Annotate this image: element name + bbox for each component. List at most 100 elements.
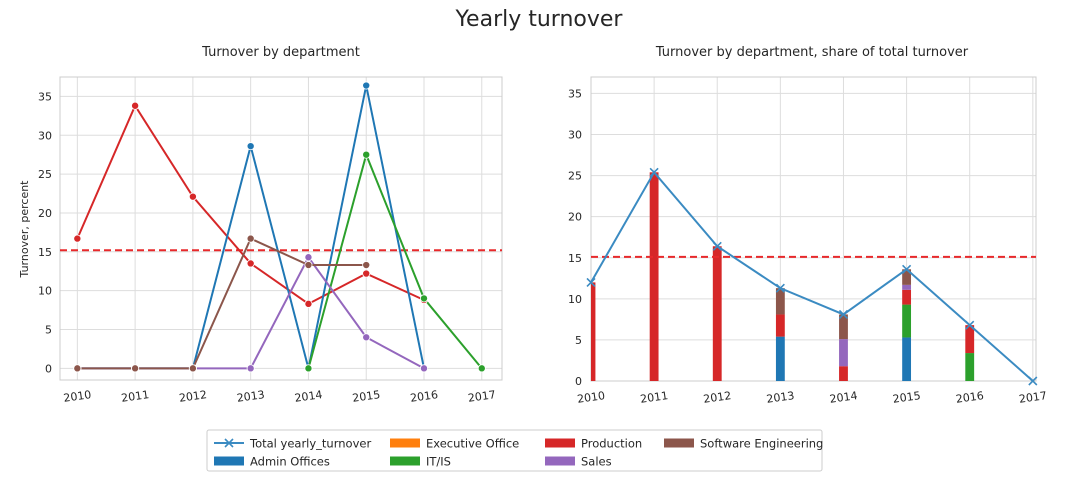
right-total-marker <box>902 264 912 274</box>
legend-label: Admin Offices <box>250 455 330 469</box>
legend-color-swatch <box>545 438 575 448</box>
left-x-tick-label: 2017 <box>467 388 497 405</box>
right-bar-segment <box>775 314 785 337</box>
left-y-tick-label: 35 <box>38 90 52 103</box>
right-x-tick-label: 2016 <box>955 389 985 406</box>
left-series-line <box>307 151 483 369</box>
left-data-point <box>131 364 140 373</box>
left-data-point <box>362 333 371 342</box>
right-total-marker <box>775 283 785 293</box>
legend-marker <box>224 438 234 448</box>
right-total-marker <box>965 320 975 330</box>
left-data-point <box>73 234 82 243</box>
right-chart-title: Turnover by department, share of total t… <box>655 45 969 60</box>
left-y-tick-label: 5 <box>45 324 52 337</box>
left-y-tick-label: 0 <box>45 362 52 375</box>
legend-color-swatch <box>664 438 694 448</box>
left-data-point <box>362 81 371 90</box>
right-x-tick-label: 2011 <box>639 389 669 406</box>
right-bar-segment <box>839 314 848 340</box>
legend-label: Total yearly_turnover <box>249 437 371 451</box>
right-total-marker <box>586 277 596 287</box>
left-data-point <box>362 261 371 270</box>
right-plot-area <box>591 77 1036 381</box>
right-bar-segment <box>649 172 659 381</box>
legend-label: IT/IS <box>426 455 451 469</box>
right-total-marker <box>649 167 659 177</box>
right-y-tick-label: 5 <box>575 334 582 347</box>
right-bar-segment <box>712 246 722 381</box>
left-x-tick-label: 2016 <box>409 388 439 405</box>
right-total-marker <box>712 241 722 251</box>
right-y-tick-label: 25 <box>568 170 582 183</box>
left-y-axis-label: Turnover, percent <box>18 180 31 279</box>
right-bar-segment <box>839 339 848 367</box>
left-x-tick-label: 2013 <box>236 388 266 405</box>
left-plot-area <box>60 77 502 380</box>
left-y-tick-label: 30 <box>38 129 52 142</box>
legend: Total yearly_turnover Admin Offices Execut… <box>214 437 823 469</box>
left-x-tick-label: 2015 <box>352 388 382 405</box>
right-bar-segment <box>902 337 912 381</box>
right-frame <box>590 76 1037 382</box>
right-bar-segment <box>902 289 912 305</box>
right-bar-segment <box>902 284 912 290</box>
right-chart: 2010 2011 2012 2013 2014 2015 2016 2017 0 5 10 15 20… <box>568 76 1048 406</box>
right-bar-segment <box>591 282 596 381</box>
left-data-point <box>246 364 255 373</box>
left-y-tick-label: 10 <box>38 285 52 298</box>
right-x-tick-label: 2012 <box>703 389 733 406</box>
right-total-marker <box>838 309 849 320</box>
left-data-point <box>304 261 313 270</box>
right-x-tick-label: 2017 <box>1018 389 1048 406</box>
left-data-point <box>188 192 197 201</box>
right-y-tick-label: 35 <box>568 87 582 100</box>
right-total-line <box>590 170 1034 382</box>
legend-color-swatch <box>545 456 575 466</box>
right-total-marker <box>1028 376 1038 386</box>
left-x-tick-label: 2012 <box>178 388 208 405</box>
right-y-tick-label: 15 <box>568 252 582 265</box>
right-bar-segment <box>965 353 975 381</box>
right-y-tick-label: 20 <box>568 211 582 224</box>
right-bar-segment <box>902 269 912 285</box>
figure-title: Yearly turnover <box>455 7 624 32</box>
left-data-point <box>419 294 428 303</box>
left-data-point <box>304 364 313 373</box>
left-y-tick-label: 15 <box>38 246 52 259</box>
left-data-point <box>131 101 140 110</box>
legend-color-swatch <box>214 456 244 466</box>
right-bar-segment <box>965 325 975 354</box>
right-x-tick-label: 2010 <box>576 389 606 406</box>
left-chart-title: Turnover by department <box>201 45 360 60</box>
left-x-tick-label: 2010 <box>63 388 93 405</box>
legend-label: Software Engineering <box>700 437 823 451</box>
right-bar-segment <box>902 304 912 338</box>
right-y-tick-label: 10 <box>568 293 582 306</box>
legend-color-swatch <box>390 456 420 466</box>
right-bar-segment <box>775 288 785 315</box>
left-x-tick-label: 2011 <box>120 388 150 405</box>
left-data-point <box>246 234 255 243</box>
left-y-tick-label: 25 <box>38 168 52 181</box>
left-data-point <box>246 259 255 268</box>
left-frame <box>59 76 503 381</box>
legend-label: Executive Office <box>426 437 519 451</box>
right-bar-segment <box>775 336 785 381</box>
left-chart: 2010 2011 2012 2013 2014 2015 2016 2017 0 5 10 15 20… <box>38 76 503 405</box>
left-x-tick-label: 2014 <box>294 388 324 405</box>
left-data-point <box>246 142 255 151</box>
left-data-point <box>477 364 486 373</box>
left-data-point <box>362 150 371 159</box>
left-data-point <box>362 269 371 278</box>
right-y-tick-label: 0 <box>575 375 582 388</box>
left-series-line <box>77 237 367 370</box>
legend-label: Sales <box>581 455 612 469</box>
left-data-point <box>188 364 197 373</box>
right-x-tick-label: 2013 <box>766 389 796 406</box>
left-data-point <box>73 364 82 373</box>
left-data-point <box>304 299 313 308</box>
right-x-tick-label: 2015 <box>892 389 922 406</box>
left-data-point <box>304 253 313 262</box>
